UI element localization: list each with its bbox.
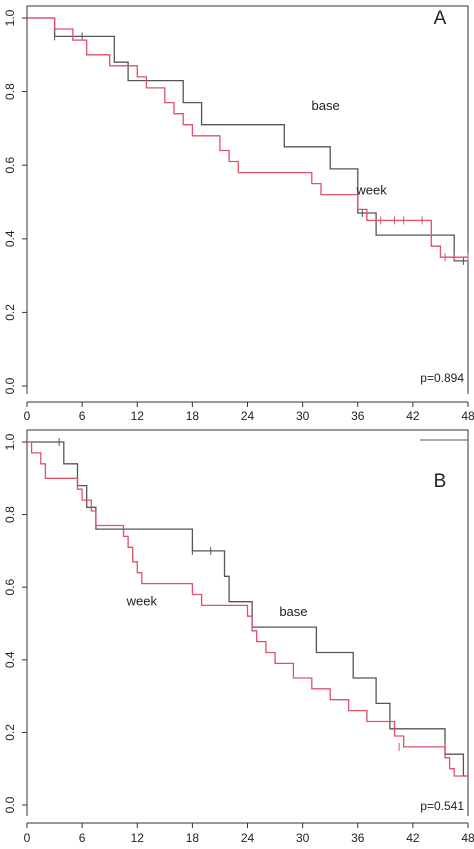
panel-b-x-tick-label: 30 — [296, 831, 310, 845]
panel-b-y-tick-label: 0.6 — [3, 579, 17, 596]
panel-a-label-base: base — [311, 98, 339, 113]
panel-a-y-tick-label: 0.4 — [3, 230, 17, 247]
panel-a-y-tick-label: 0.2 — [3, 304, 17, 321]
panel-a-y-tick-label: 1.0 — [3, 9, 17, 26]
panel-a-x-tick-label: 36 — [351, 409, 365, 423]
panel-b-x-tick-label: 24 — [241, 831, 255, 845]
panel-a-letter: A — [434, 8, 447, 29]
panel-a-y-tick-label: 0.8 — [3, 83, 17, 100]
panel-a-p-value: p=0.894 — [420, 371, 464, 385]
panel-a-series-week — [27, 17, 468, 258]
panel-b-x-tick-label: 36 — [351, 831, 365, 845]
panel-a-y-tick-label: 0.6 — [3, 157, 17, 174]
panel-b-y-tick-label: 0.8 — [3, 506, 17, 523]
panel-a-x-tick-label: 48 — [461, 409, 474, 423]
panel-b-y-tick-label: 0.4 — [3, 651, 17, 668]
panel-a-frame — [26, 5, 469, 394]
panel-a-x-tick-label: 24 — [241, 409, 255, 423]
panel-b-x-tick-label: 18 — [186, 831, 200, 845]
panel-b-frame — [26, 429, 469, 816]
panel-b-label-week: week — [126, 593, 158, 608]
panel-a-x-tick-label: 0 — [24, 409, 31, 423]
panel-b-series-base — [27, 441, 468, 777]
panel-a-x-tick-label: 30 — [296, 409, 310, 423]
panel-b-x-tick-label: 48 — [461, 831, 474, 845]
panel-a-series-base — [27, 17, 468, 262]
panel-a-x-tick-label: 18 — [186, 409, 200, 423]
panel-b-letter: B — [434, 471, 447, 492]
panel-b-x-tick-label: 12 — [131, 831, 145, 845]
panel-b-y-tick-label: 0.0 — [3, 796, 17, 813]
panel-a-x-tick-label: 6 — [79, 409, 86, 423]
panel-b-series-week — [27, 441, 468, 777]
panel-b-y-tick-label: 1.0 — [3, 433, 17, 450]
panel-b-x-tick-label: 42 — [406, 831, 420, 845]
panel-a-y-tick-label: 0.0 — [3, 377, 17, 394]
panel-a-x-tick-label: 12 — [131, 409, 145, 423]
panel-b-y-tick-label: 0.2 — [3, 724, 17, 741]
panel-b-label-base: base — [279, 604, 307, 619]
panel-b-x-tick-label: 0 — [24, 831, 31, 845]
panel-b-x-tick-label: 6 — [79, 831, 86, 845]
panel-a-label-week: week — [355, 183, 387, 198]
panel-b-p-value: p=0.541 — [420, 799, 464, 813]
panel-a-x-tick-label: 42 — [406, 409, 420, 423]
